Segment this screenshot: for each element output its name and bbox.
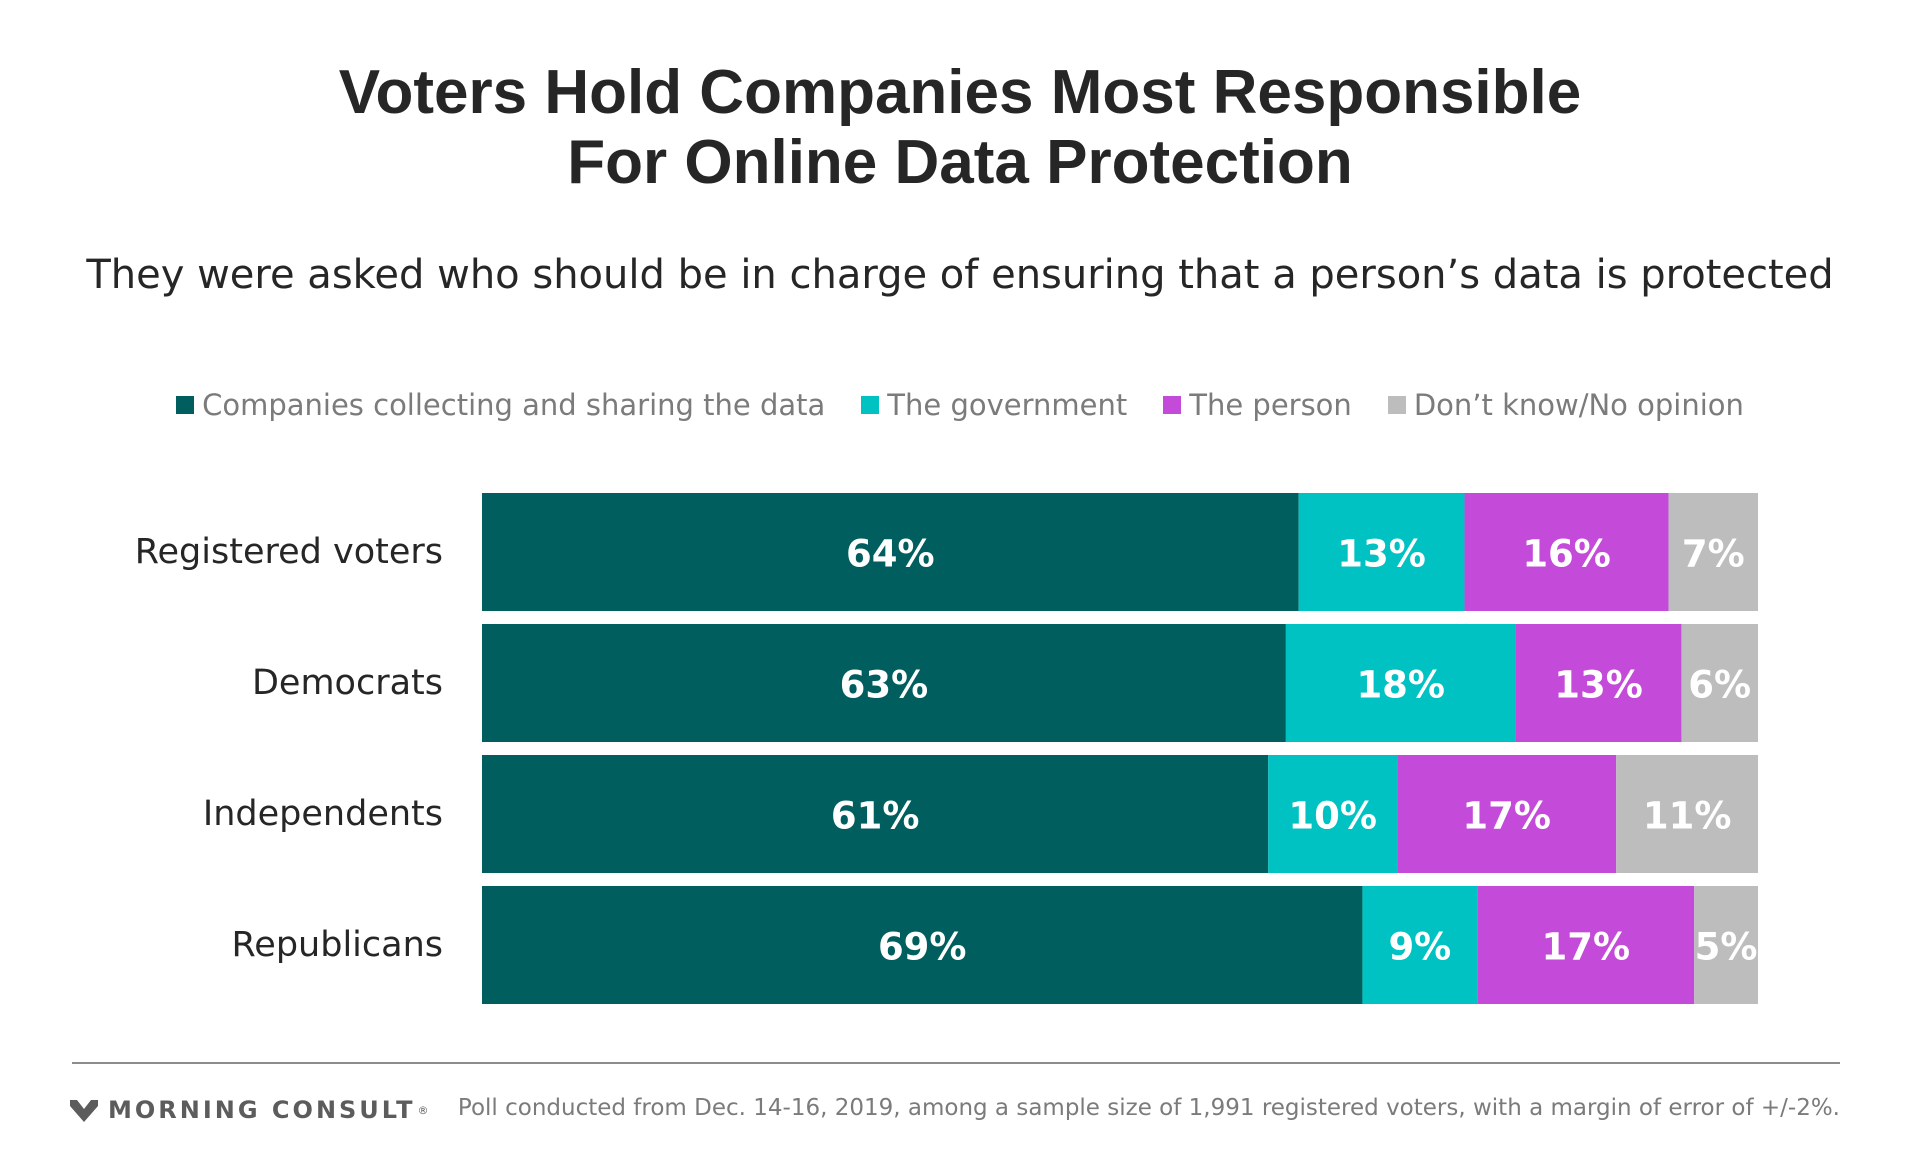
bar-segment: [1397, 755, 1617, 873]
bar-segment: [1616, 755, 1758, 873]
category-label: Independents: [203, 794, 443, 834]
legend-swatch: [176, 396, 195, 414]
data-label: 11%: [1643, 795, 1732, 838]
stacked-bar-chart: Registered voters 64% 13% 16% 7% Democrats 63%…: [135, 493, 1758, 1004]
data-label: 9%: [1388, 926, 1451, 969]
footer-divider: [72, 1062, 1840, 1064]
bar-segment: [1464, 493, 1669, 611]
legend-swatch: [861, 396, 880, 414]
data-label: 69%: [878, 926, 967, 969]
chart-title-line-2: For Online Data Protection: [567, 128, 1353, 197]
legend-swatch: [1387, 396, 1406, 414]
legend-item: The person: [1163, 388, 1352, 422]
bar-segment: [1668, 493, 1758, 611]
chart-legend: Companies collecting and sharing the dat…: [0, 380, 1920, 430]
bar-segment: [1298, 493, 1465, 611]
bar-segment: [1362, 886, 1478, 1004]
legend-item: Don’t know/No opinion: [1387, 388, 1744, 422]
data-label: 64%: [846, 533, 935, 576]
data-label: 16%: [1522, 533, 1611, 576]
data-label: 10%: [1288, 795, 1377, 838]
bar-segment: [1515, 624, 1682, 742]
brand-name: MORNING CONSULT: [108, 1096, 416, 1124]
data-label: 61%: [831, 795, 920, 838]
bar-segment: [1681, 624, 1758, 742]
morning-consult-logo-icon: [70, 1100, 98, 1122]
data-label: 17%: [1462, 795, 1551, 838]
data-label: 18%: [1356, 664, 1445, 707]
data-label: 63%: [840, 664, 929, 707]
bar-segment: [1268, 755, 1398, 873]
data-label: 7%: [1682, 533, 1745, 576]
bar-segment: [482, 624, 1286, 742]
brand-registered-mark: ®: [417, 1103, 429, 1117]
chart-title-line-1: Voters Hold Companies Most Responsible: [338, 58, 1582, 127]
chart-subtitle: They were asked who should be in charge …: [86, 252, 1834, 298]
data-label: 13%: [1337, 533, 1426, 576]
legend-item: Companies collecting and sharing the dat…: [176, 388, 825, 422]
legend-label: Companies collecting and sharing the dat…: [202, 388, 826, 422]
legend-swatch: [1163, 396, 1182, 414]
category-label: Registered voters: [135, 532, 443, 572]
chart-title: Voters Hold Companies Most Responsible F…: [0, 58, 1920, 198]
bar-segment: [482, 886, 1363, 1004]
legend-item: The government: [861, 388, 1127, 422]
legend-label: Don’t know/No opinion: [1413, 388, 1744, 422]
data-label: 6%: [1688, 664, 1751, 707]
data-label: 5%: [1695, 926, 1758, 969]
data-label: 13%: [1554, 664, 1643, 707]
methodology-note: Poll conducted from Dec. 14-16, 2019, am…: [457, 1095, 1840, 1121]
footer-brand: MORNING CONSULT ®: [70, 1093, 429, 1127]
category-label: Democrats: [252, 663, 443, 703]
bar-segment: [1694, 886, 1758, 1004]
data-label: 17%: [1541, 926, 1630, 969]
bar-segment: [482, 755, 1269, 873]
legend-label: The person: [1189, 388, 1352, 422]
bar-segment: [1285, 624, 1516, 742]
legend-label: The government: [887, 388, 1128, 422]
bar-segment: [1477, 886, 1695, 1004]
bar-segment: [482, 493, 1299, 611]
category-label: Republicans: [232, 925, 443, 965]
